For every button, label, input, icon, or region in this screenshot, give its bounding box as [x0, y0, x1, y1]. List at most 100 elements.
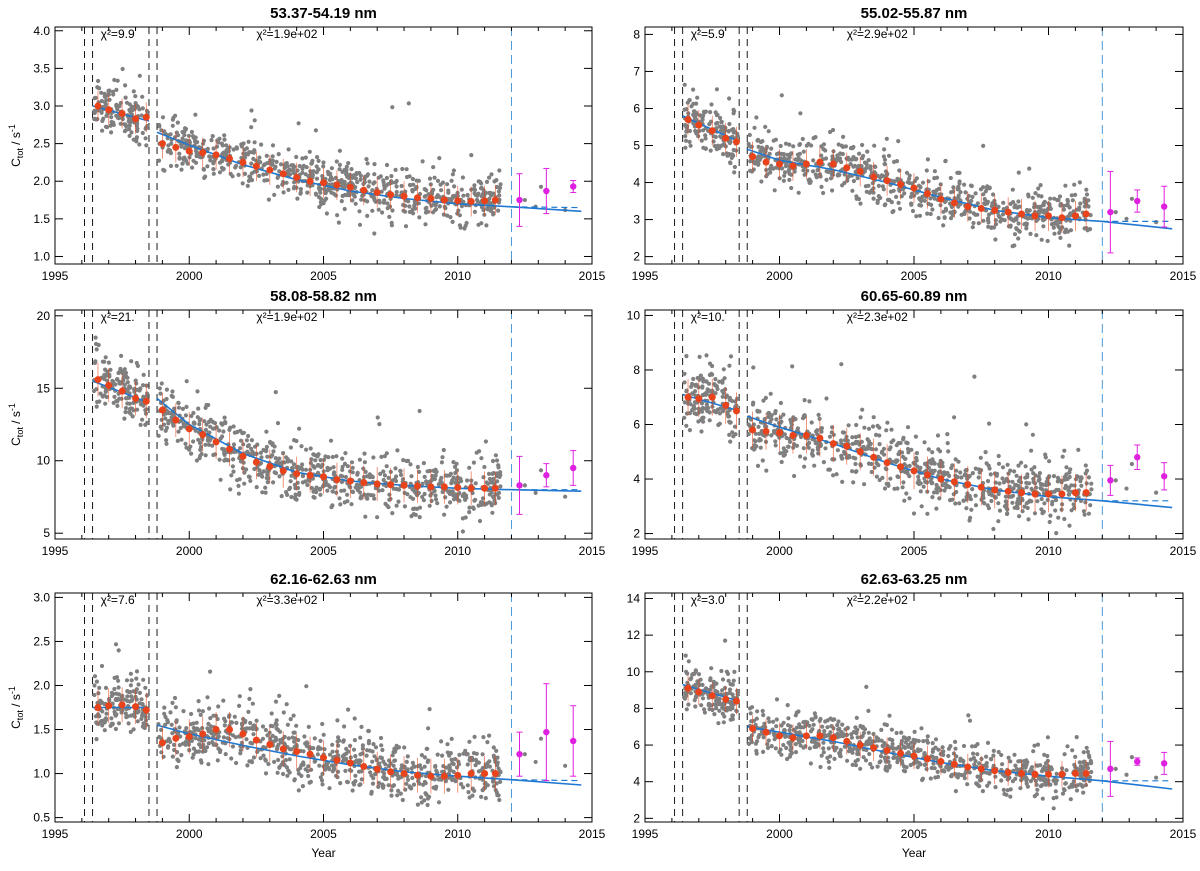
binned-point [360, 478, 368, 486]
scatter-point [454, 461, 459, 466]
scatter-point [138, 422, 143, 427]
scatter-point [251, 156, 256, 161]
binned-point [1004, 487, 1012, 495]
scatter-point [249, 125, 254, 130]
scatter-point [102, 393, 107, 398]
scatter-point [191, 746, 196, 751]
scatter-point [278, 162, 284, 167]
scatter-point [839, 362, 844, 367]
scatter-point [769, 433, 774, 438]
scatter-point [997, 508, 1003, 513]
scatter-point [425, 802, 430, 808]
scatter-point [140, 106, 145, 111]
scatter-point [756, 144, 761, 149]
scatter-point [125, 694, 130, 699]
scatter-point [443, 473, 448, 478]
scatter-point [894, 194, 899, 199]
scatter-point [143, 136, 148, 141]
scatter-point [811, 136, 816, 141]
scatter-point [815, 447, 821, 452]
scatter-point [968, 515, 973, 520]
scatter-point [1017, 514, 1022, 519]
binned-point [749, 153, 757, 161]
scatter-point [691, 376, 696, 382]
scatter-point [687, 411, 693, 416]
scatter-point [461, 785, 466, 790]
binned-point [158, 140, 166, 148]
scatter-point [939, 192, 944, 197]
scatter-point [728, 161, 733, 166]
binned-point [937, 195, 945, 203]
scatter-point [412, 764, 417, 769]
binned-point [226, 155, 234, 163]
y-tick-label: 10 [37, 454, 51, 468]
scatter-point [393, 749, 398, 754]
scatter-point [205, 695, 210, 700]
scatter-point [868, 166, 873, 172]
scatter-point [1022, 504, 1027, 509]
scatter-point [398, 469, 403, 474]
scatter-point [407, 209, 412, 215]
scatter-point [195, 726, 200, 732]
scatter-point [496, 490, 502, 495]
scatter-point [237, 703, 242, 709]
scatter-point [245, 183, 250, 188]
chi-squared-label-early: χ²=10. [691, 310, 725, 324]
scatter-point [231, 469, 236, 474]
scatter-point [385, 201, 390, 206]
scatter-point [917, 213, 923, 218]
scatter-point [353, 201, 358, 206]
extra-point [543, 187, 550, 195]
scatter-point [496, 465, 501, 470]
scatter-point [109, 716, 114, 721]
scatter-point [709, 371, 714, 376]
scatter-point [272, 759, 277, 765]
scatter-point [103, 401, 108, 406]
scatter-point [362, 492, 367, 497]
scatter-point [240, 722, 245, 728]
scatter-point [778, 143, 783, 149]
scatter-point [896, 200, 901, 205]
scatter-point [813, 172, 818, 177]
scatter-point [484, 223, 489, 228]
scatter-point [491, 476, 496, 482]
scatter-point [137, 690, 142, 696]
scatter-point [1003, 494, 1009, 499]
scatter-point [115, 403, 120, 408]
scatter-point [272, 192, 277, 197]
scatter-point [223, 752, 228, 757]
scatter-point [695, 375, 700, 381]
scatter-point [712, 143, 718, 149]
y-tick-label: 4.0 [33, 24, 50, 38]
scatter-point [234, 760, 239, 766]
scatter-point [112, 686, 117, 692]
scatter-point [208, 669, 213, 674]
scatter-point [870, 181, 875, 186]
scatter-point [218, 436, 223, 441]
scatter-point [699, 401, 705, 406]
scatter-point [926, 201, 931, 206]
scatter-point [1067, 243, 1072, 248]
scatter-point [353, 754, 358, 759]
scatter-point [932, 169, 938, 174]
scatter-point [490, 458, 496, 464]
scatter-point [875, 198, 880, 203]
scatter-point [720, 378, 725, 383]
scatter-point [181, 709, 186, 714]
scatter-point [446, 489, 451, 494]
scatter-point [453, 470, 458, 476]
scatter-point [827, 467, 833, 472]
scatter-point [281, 190, 286, 195]
scatter-point [422, 764, 427, 769]
scatter-point [862, 482, 867, 487]
scatter-point [392, 758, 397, 763]
scatter-point [472, 209, 477, 214]
scatter-point [327, 767, 332, 772]
scatter-point [307, 149, 312, 154]
scatter-point [687, 139, 692, 144]
scatter-point [222, 723, 227, 728]
scatter-point [289, 473, 294, 478]
scatter-point [1079, 476, 1084, 481]
binned-point [883, 177, 891, 185]
binned-point [910, 467, 918, 475]
